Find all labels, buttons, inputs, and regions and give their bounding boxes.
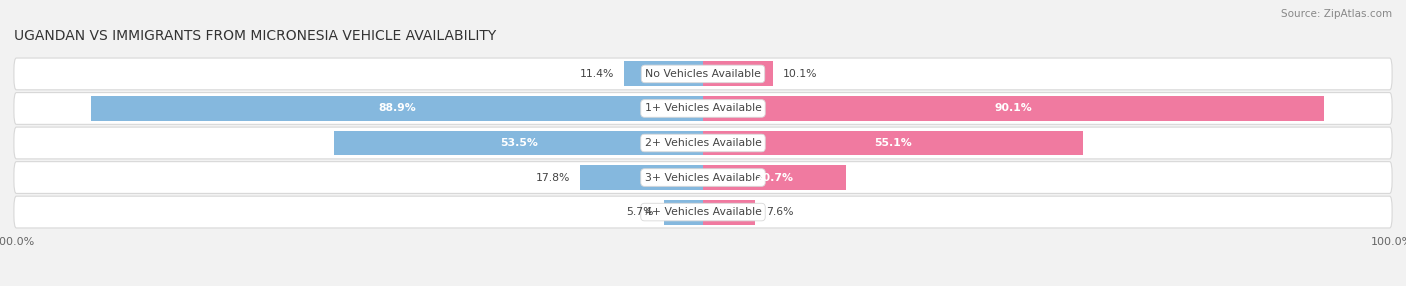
FancyBboxPatch shape <box>14 58 1392 90</box>
Text: 2+ Vehicles Available: 2+ Vehicles Available <box>644 138 762 148</box>
FancyBboxPatch shape <box>14 93 1392 124</box>
Text: UGANDAN VS IMMIGRANTS FROM MICRONESIA VEHICLE AVAILABILITY: UGANDAN VS IMMIGRANTS FROM MICRONESIA VE… <box>14 29 496 43</box>
Text: 1+ Vehicles Available: 1+ Vehicles Available <box>644 104 762 114</box>
Bar <box>703 165 845 190</box>
Text: 7.6%: 7.6% <box>766 207 793 217</box>
Text: 5.7%: 5.7% <box>626 207 654 217</box>
Text: 17.8%: 17.8% <box>536 172 569 182</box>
FancyBboxPatch shape <box>14 127 1392 159</box>
Text: 55.1%: 55.1% <box>875 138 911 148</box>
Text: No Vehicles Available: No Vehicles Available <box>645 69 761 79</box>
FancyBboxPatch shape <box>14 196 1392 228</box>
Bar <box>90 96 703 121</box>
Text: 90.1%: 90.1% <box>994 104 1032 114</box>
Text: 53.5%: 53.5% <box>499 138 537 148</box>
Bar <box>664 200 703 225</box>
Text: 20.7%: 20.7% <box>755 172 793 182</box>
Text: 4+ Vehicles Available: 4+ Vehicles Available <box>644 207 762 217</box>
Text: 11.4%: 11.4% <box>579 69 614 79</box>
Bar <box>703 200 755 225</box>
Text: Source: ZipAtlas.com: Source: ZipAtlas.com <box>1281 9 1392 19</box>
FancyBboxPatch shape <box>14 162 1392 193</box>
Text: 10.1%: 10.1% <box>783 69 817 79</box>
Text: 88.9%: 88.9% <box>378 104 416 114</box>
Bar <box>581 165 703 190</box>
Bar <box>703 61 772 86</box>
Bar <box>335 131 703 155</box>
Bar <box>624 61 703 86</box>
Bar <box>703 131 1083 155</box>
Text: 3+ Vehicles Available: 3+ Vehicles Available <box>644 172 762 182</box>
Bar <box>703 96 1323 121</box>
